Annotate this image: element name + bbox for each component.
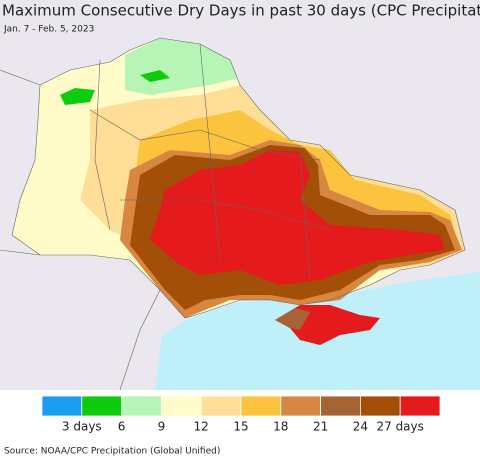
- legend-swatch: [320, 395, 361, 417]
- legend-swatch: [359, 395, 401, 417]
- subtitle: Jan. 7 - Feb. 5, 2023: [3, 25, 94, 35]
- legend-swatch: [41, 395, 83, 417]
- legend-swatch: [121, 395, 162, 417]
- legend-label: 24: [353, 420, 368, 434]
- legend-swatch: [399, 395, 441, 417]
- title: Maximum Consecutive Dry Days in past 30 …: [2, 2, 480, 20]
- region-green: [60, 88, 95, 105]
- legend-swatch: [280, 395, 321, 417]
- legend-label: 27 days: [376, 420, 423, 434]
- source: Source: NOAA/CPC Precipitation (Global U…: [4, 447, 220, 457]
- country-border: [11, 37, 466, 319]
- legend-label: 3 days: [62, 420, 102, 434]
- region-borders: [0, 43, 331, 391]
- legend-swatch: [160, 395, 202, 417]
- legend-label: 15: [233, 420, 248, 434]
- legend-label: 6: [118, 420, 126, 434]
- legend: 3 days 6 9 12 15 18 21 24 27 days: [41, 395, 441, 434]
- legend-swatch: [240, 395, 282, 417]
- legend-swatch: [81, 395, 123, 417]
- region-green: [140, 70, 170, 82]
- legend-label: 12: [194, 420, 209, 434]
- legend-label: 9: [158, 420, 166, 434]
- legend-label: 18: [273, 420, 288, 434]
- legend-label: 21: [313, 420, 328, 434]
- region-red: [150, 150, 445, 285]
- legend-swatch: [200, 395, 242, 417]
- crimea-west: [275, 308, 310, 330]
